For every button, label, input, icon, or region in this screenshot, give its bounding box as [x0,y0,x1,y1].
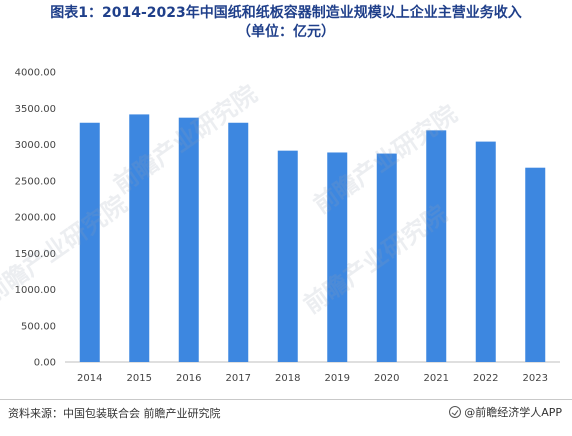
y-tick-label: 0.00 [34,358,56,369]
bars-group [79,114,546,362]
chart-subtitle: （单位：亿元） [237,24,335,40]
x-tick-label: 2020 [374,373,399,384]
x-tick-label: 2019 [325,373,350,384]
bar-chart: 0.00 500.00 1000.00 1500.00 2000.00 2500.00 30… [15,68,560,384]
x-tick-label: 2014 [77,373,102,384]
y-tick-label: 2500.00 [15,176,56,187]
bar-2016 [178,117,199,362]
chart-title: 图表1：2014-2023年中国纸和纸板容器制造业规模以上企业主营业务收入 [50,5,522,21]
brand-tag: @前瞻经济学人APP [449,404,562,420]
bar-2018 [277,150,298,362]
bar-2023 [525,167,546,362]
y-tick-label: 2000.00 [15,213,56,224]
bar-2017 [228,122,249,362]
y-tick-label: 4000.00 [15,68,56,79]
x-axis-ticks: 2014 2015 2016 2017 2018 2019 2020 2021 2022 2023 [77,373,548,384]
x-tick-label: 2022 [473,373,498,384]
x-tick-label: 2016 [176,373,201,384]
x-tick-label: 2015 [127,373,152,384]
bar-2015 [129,114,150,362]
brand-logo-icon [449,406,462,418]
bar-2022 [475,141,496,362]
y-tick-label: 500.00 [21,321,56,332]
bar-2020 [376,153,397,362]
source-note: 资料来源：中国包装联合会 前瞻产业研究院 [8,407,221,420]
x-tick-label: 2017 [226,373,251,384]
bar-2014 [79,122,100,362]
bar-2021 [426,130,447,362]
x-tick-label: 2023 [523,373,548,384]
brand-label: @前瞻经济学人APP [464,406,562,419]
y-axis-ticks: 0.00 500.00 1000.00 1500.00 2000.00 2500.00 30… [15,68,56,369]
footer-divider [0,399,572,400]
y-tick-label: 1500.00 [15,249,56,260]
y-tick-label: 1000.00 [15,285,56,296]
x-tick-label: 2018 [275,373,300,384]
y-tick-label: 3000.00 [15,140,56,151]
y-tick-label: 3500.00 [15,104,56,115]
bar-2019 [327,152,348,362]
x-tick-label: 2021 [424,373,449,384]
